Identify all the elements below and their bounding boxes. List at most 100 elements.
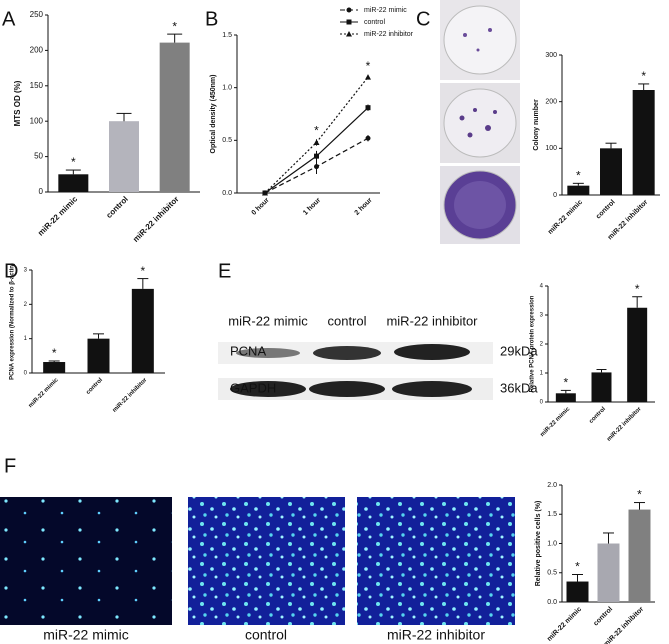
significance: * xyxy=(576,169,581,183)
significance: * xyxy=(140,264,145,278)
x-tick-label: control xyxy=(595,199,617,221)
series-line xyxy=(264,107,369,194)
micrograph-caption: miR-22 inhibitor xyxy=(387,627,485,643)
y-tick-label: 3 xyxy=(540,313,544,319)
bar xyxy=(627,307,648,402)
micrograph xyxy=(357,497,515,625)
point xyxy=(262,190,268,196)
legend-label: miR-22 mimic xyxy=(364,7,407,14)
blot-column: miR-22 inhibitor xyxy=(386,313,478,328)
y-tick-label: 50 xyxy=(34,152,43,161)
y-axis-label: Relative PCNA protein expression xyxy=(530,295,536,392)
y-tick-label: 1.0 xyxy=(222,85,232,92)
y-tick-label: 0.0 xyxy=(547,599,557,606)
point xyxy=(314,164,319,170)
significance: * xyxy=(52,346,57,360)
bar xyxy=(87,338,110,373)
legend-marker xyxy=(346,19,352,25)
y-axis-label: Colony number xyxy=(533,99,540,151)
western-blot xyxy=(218,342,493,400)
significance: * xyxy=(641,69,646,83)
y-tick-label: 0 xyxy=(39,187,44,196)
x-tick-label: miR-22 inhibitor xyxy=(112,377,149,414)
y-tick-label: 3 xyxy=(24,268,28,274)
y-tick-label: 0 xyxy=(553,192,557,199)
blot-row: GAPDH xyxy=(230,380,276,395)
y-tick-label: 200 xyxy=(30,46,44,55)
y-tick-label: 150 xyxy=(30,81,44,90)
panel-label: A xyxy=(2,8,16,30)
micrograph xyxy=(0,497,172,625)
y-axis-label: Relative positive cells (%) xyxy=(535,501,542,587)
y-tick-label: 300 xyxy=(545,52,557,59)
micrograph-caption: control xyxy=(245,627,287,643)
y-tick-label: 0.5 xyxy=(547,570,557,577)
legend-marker xyxy=(346,31,352,37)
y-tick-label: 4 xyxy=(540,284,544,290)
x-tick-label: miR-22 mimic xyxy=(540,406,572,438)
bar xyxy=(58,174,89,192)
legend-marker xyxy=(346,7,352,13)
x-tick-label: 1 hour xyxy=(302,197,322,217)
y-tick-label: 1.5 xyxy=(222,32,232,39)
significance: * xyxy=(635,282,640,296)
bar xyxy=(632,90,655,195)
y-tick-label: 200 xyxy=(545,99,557,106)
legend-label: control xyxy=(364,19,385,26)
y-tick-label: 0.5 xyxy=(222,137,232,144)
y-tick-label: 100 xyxy=(545,145,557,152)
y-tick-label: 2 xyxy=(540,342,544,348)
y-tick-label: 250 xyxy=(30,10,44,19)
significance: * xyxy=(314,123,319,137)
panel-label: F xyxy=(4,455,16,477)
y-axis-label: MTS OD (%) xyxy=(13,80,22,126)
significance: * xyxy=(637,488,642,502)
panel-label: C xyxy=(416,8,430,30)
bar xyxy=(591,372,612,402)
bar xyxy=(628,509,651,602)
point xyxy=(365,105,371,111)
micrograph-caption: miR-22 mimic xyxy=(43,627,129,643)
significance: * xyxy=(366,59,371,73)
x-tick-label: miR-22 mimic xyxy=(546,606,583,643)
x-tick-label: control xyxy=(588,406,607,425)
bar xyxy=(567,185,590,195)
x-tick-label: miR-22 inhibitor xyxy=(131,195,180,244)
y-tick-label: 1 xyxy=(24,336,28,342)
y-tick-label: 2 xyxy=(24,302,28,308)
x-tick-label: control xyxy=(104,195,130,221)
y-tick-label: 1 xyxy=(540,371,544,377)
bar xyxy=(109,121,139,192)
x-tick-label: control xyxy=(592,606,614,628)
significance: * xyxy=(575,560,580,574)
blot-column: miR-22 mimic xyxy=(228,313,308,328)
bar xyxy=(597,543,620,602)
x-tick-label: control xyxy=(85,377,104,396)
y-axis-label: Optical density (450nm) xyxy=(210,75,217,154)
significance: * xyxy=(563,376,568,390)
y-tick-label: 1.0 xyxy=(547,540,557,547)
point xyxy=(365,135,371,141)
bar xyxy=(159,42,190,192)
y-tick-label: 2.0 xyxy=(547,482,557,489)
bar xyxy=(43,362,66,373)
bar xyxy=(131,288,154,373)
x-tick-label: miR-22 mimic xyxy=(547,199,584,236)
significance: * xyxy=(172,19,177,33)
y-tick-label: 0 xyxy=(540,400,544,406)
x-tick-label: miR-22 mimic xyxy=(36,194,80,238)
bar xyxy=(566,581,589,602)
x-tick-label: miR-22 mimic xyxy=(28,377,60,409)
bar xyxy=(555,393,576,402)
blot-row: PCNA xyxy=(230,343,266,358)
panel-label: D xyxy=(4,260,18,282)
blot-size: 29kDa xyxy=(500,343,538,358)
significance: * xyxy=(71,155,76,169)
y-tick-label: 1.5 xyxy=(547,511,557,518)
y-tick-label: 0 xyxy=(24,371,28,377)
point xyxy=(314,153,319,159)
bar xyxy=(600,148,622,195)
y-tick-label: 100 xyxy=(30,116,44,125)
x-tick-label: 2 hour xyxy=(354,197,374,217)
